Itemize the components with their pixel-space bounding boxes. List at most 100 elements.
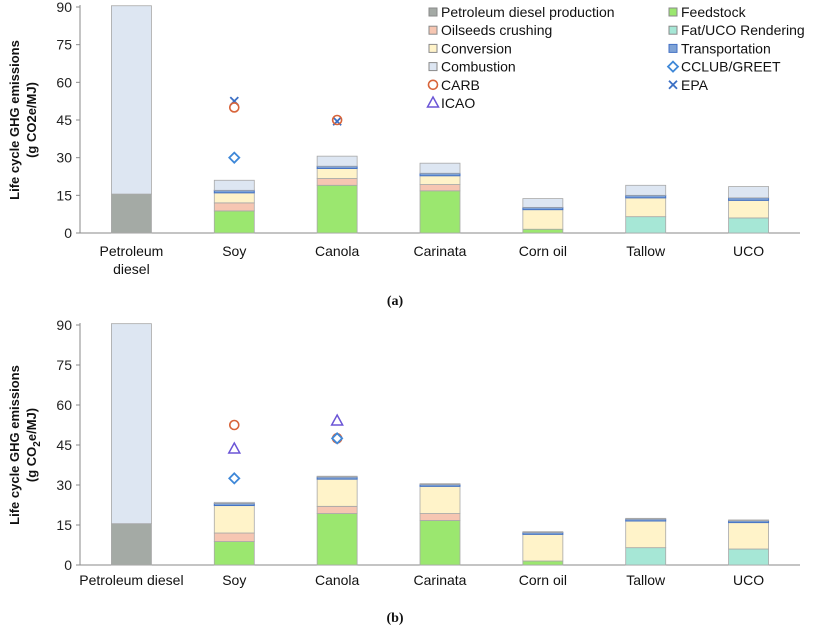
y-axis-label: Life cycle GHG emissions (g CO2e/MJ) (7, 40, 39, 200)
bar-segment-conversion (316, 168, 358, 179)
bar-segment-combustion (728, 186, 769, 199)
legend-label: ICAO (441, 95, 475, 111)
bar-segment-feedstock (419, 190, 461, 234)
bar-segment-feedstock (522, 228, 564, 234)
petroleum-swatch (428, 7, 438, 17)
crushing-swatch (428, 25, 438, 35)
x-category-label: Corn oil (519, 243, 567, 259)
transportation-swatch (668, 43, 678, 53)
x-category-label: Petroleum diesel (79, 572, 183, 588)
marker-cclub-greet (330, 432, 344, 445)
bar-segment-oilseeds-crushing (316, 505, 358, 514)
x-category-label: Soy (222, 243, 246, 259)
bar-segment-combustion (111, 5, 152, 195)
x-category-label: Canola (315, 572, 360, 588)
y-tick-label: 30 (56, 150, 72, 166)
legend-label: Combustion (441, 59, 516, 75)
bar-segment-feedstock (316, 513, 358, 566)
legend-label: CARB (441, 77, 480, 93)
panel-label: (b) (386, 611, 403, 626)
y-tick-label: 45 (56, 437, 72, 453)
bar-segment-feedstock (522, 560, 564, 566)
legend-label: Transportation (681, 40, 771, 56)
bar-segment-conversion (213, 505, 255, 534)
y-tick-label: 90 (56, 317, 72, 333)
y-tick-label: 60 (56, 74, 72, 90)
bar-segment-combustion (419, 162, 461, 174)
bar-segment-conversion (522, 533, 564, 562)
x-category-label: Tallow (626, 572, 666, 588)
marker-cclub-greet (228, 151, 241, 164)
combustion-swatch (428, 62, 438, 72)
bar-segment-fat-uco-rendering (728, 548, 769, 566)
legend-label: CCLUB/GREET (681, 59, 781, 75)
y-tick-label: 0 (64, 225, 72, 241)
diamond-marker (666, 60, 680, 73)
x-category-label: Carinata (414, 243, 467, 259)
bar-segment-combustion (316, 155, 358, 167)
bar-segment-combustion (111, 323, 152, 525)
bar-segment-conversion (625, 520, 667, 549)
bar-segment-oilseeds-crushing (316, 178, 358, 186)
bar-segment-feedstock (419, 520, 461, 566)
x-category-label: Canola (315, 243, 360, 259)
bar-segment-conversion (728, 522, 769, 550)
marker-carb (331, 114, 343, 126)
marker-icao (330, 413, 344, 426)
x-category-label: Petroleum diesel (100, 243, 164, 277)
bar-segment-petroleum-diesel-production (111, 523, 152, 566)
bar-segment-conversion (522, 209, 564, 230)
marker-carb (228, 419, 240, 431)
bar-segment-oilseeds-crushing (419, 184, 461, 192)
bar-segment-conversion (213, 192, 255, 204)
marker-cclub-greet (228, 472, 241, 485)
bar-segment-combustion (213, 501, 255, 504)
y-tick-label: 90 (56, 0, 72, 15)
bar-segment-combustion (625, 517, 667, 520)
bar-segment-fat-uco-rendering (625, 216, 667, 234)
x-category-label: Tallow (626, 243, 666, 259)
x-category-label: Carinata (414, 572, 467, 588)
y-tick-label: 45 (56, 112, 72, 128)
bar-segment-combustion (419, 483, 461, 485)
chart-panel-b: 0 15 30 45 60 75 90 Life cycle GHG emissions (g … (7, 317, 800, 626)
triangle-marker (426, 95, 440, 108)
bar-segment-oilseeds-crushing (213, 532, 255, 542)
marker-carb (228, 102, 240, 113)
legend-label: Oilseeds crushing (441, 22, 552, 38)
chart-legend: Petroleum diesel production Feedstock Oils… (426, 4, 805, 111)
y-tick-label: 15 (56, 187, 72, 203)
y-tick-label: 0 (64, 557, 72, 573)
bar-segment-combustion (728, 519, 769, 522)
bar-segment-combustion (316, 475, 358, 478)
legend-label: EPA (681, 77, 709, 93)
bar-segment-combustion (522, 198, 564, 208)
y-tick-label: 15 (56, 517, 72, 533)
rendering-swatch (668, 25, 678, 35)
chart-panel-a: 0 15 30 45 60 75 90 Life cycle GHG emissions (g … (7, 0, 800, 309)
bar-segment-combustion (213, 179, 255, 191)
x-category-label: UCO (733, 572, 764, 588)
bar-segment-oilseeds-crushing (213, 202, 255, 212)
bar-segment-conversion (419, 175, 461, 185)
y-tick-label: 30 (56, 477, 72, 493)
bar-segment-feedstock (213, 541, 255, 566)
legend-label: Conversion (441, 40, 512, 56)
legend-label: Petroleum diesel production (441, 4, 615, 20)
legend-label: Fat/UCO Rendering (681, 22, 805, 38)
bar-segment-conversion (728, 199, 769, 219)
bar-segment-petroleum-diesel-production (111, 193, 152, 234)
marker-carb (331, 433, 343, 444)
bar-segment-feedstock (213, 210, 255, 234)
bar-segment-fat-uco-rendering (625, 547, 667, 566)
bar-segment-combustion (522, 531, 564, 533)
y-tick-label: 75 (56, 357, 72, 373)
marker-icao (227, 441, 242, 454)
bar-segment-feedstock (316, 184, 358, 234)
bar-segment-oilseeds-crushing (419, 513, 461, 521)
bar-segment-combustion (625, 184, 667, 196)
circle-marker (427, 79, 439, 91)
x-category-label: Soy (222, 572, 246, 588)
bar-segment-fat-uco-rendering (728, 217, 769, 234)
